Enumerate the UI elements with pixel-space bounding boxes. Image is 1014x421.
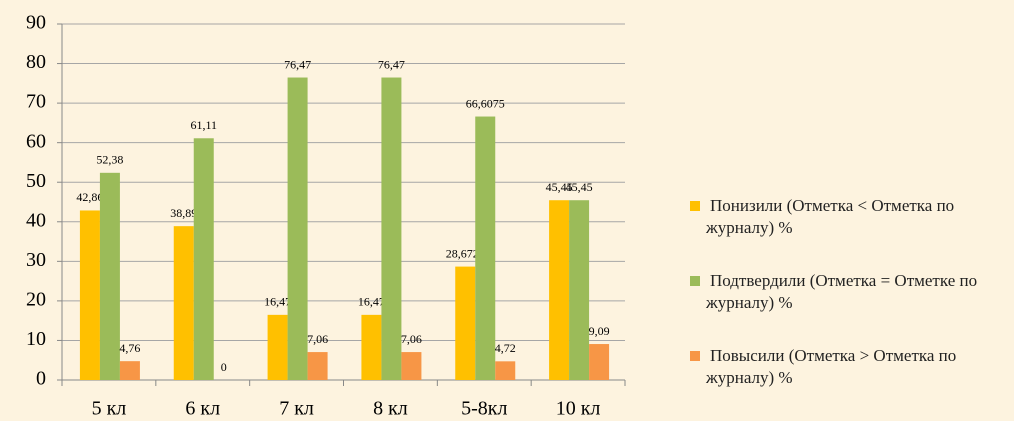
- bar: [173, 226, 194, 380]
- y-tick-label: 80: [26, 51, 46, 73]
- bar: [267, 314, 288, 380]
- data-label: 45,45: [566, 180, 593, 194]
- y-tick-label: 30: [26, 249, 46, 271]
- bar: [79, 210, 100, 380]
- y-tick-label: 40: [26, 209, 46, 231]
- bar: [193, 138, 214, 380]
- legend-swatch: [690, 201, 700, 211]
- x-tick-label: 10 кл: [556, 398, 601, 420]
- y-tick-label: 10: [26, 328, 46, 350]
- bar: [549, 200, 570, 380]
- x-tick-label: 5 кл: [92, 398, 127, 420]
- bar: [475, 116, 496, 380]
- y-tick-label: 20: [26, 288, 46, 310]
- bar: [381, 77, 402, 380]
- data-label: 28,6725: [446, 246, 485, 260]
- data-label: 7,06: [401, 332, 422, 346]
- bar: [495, 361, 516, 380]
- legend-label: Понизили (Отметка < Отметка по журналу) …: [706, 196, 955, 237]
- bar: [361, 314, 382, 380]
- bar: [287, 77, 308, 380]
- data-label: 52,38: [96, 153, 123, 167]
- y-tick-label: 0: [36, 368, 46, 390]
- data-label: 76,47: [378, 57, 405, 71]
- bar: [589, 344, 610, 380]
- legend-entry: Понизили (Отметка < Отметка по журналу) …: [680, 195, 1010, 239]
- data-label: 4,76: [119, 341, 140, 355]
- x-tick-label: 7 кл: [279, 398, 314, 420]
- data-label: 0: [221, 360, 227, 374]
- data-label: 76,47: [284, 57, 311, 71]
- x-tick-label: 8 кл: [373, 398, 408, 420]
- bar: [455, 266, 476, 380]
- bar: [99, 172, 120, 380]
- y-tick-label: 70: [26, 91, 46, 113]
- data-label: 7,06: [307, 332, 328, 346]
- legend-swatch: [690, 351, 700, 361]
- data-label: 4,72: [495, 341, 516, 355]
- legend-label: Подтвердили (Отметка = Отметке по журнал…: [706, 271, 978, 312]
- data-label: 66,6075: [466, 96, 505, 110]
- data-label: 16,47: [264, 295, 291, 309]
- legend-label: Повысили (Отметка > Отметка по журналу) …: [706, 346, 957, 387]
- legend-entry: Подтвердили (Отметка = Отметке по журнал…: [680, 270, 1010, 314]
- y-tick-label: 50: [26, 170, 46, 192]
- bar: [401, 352, 422, 380]
- data-label: 45,45: [546, 180, 573, 194]
- data-label: 9,09: [589, 324, 610, 338]
- y-tick-label: 90: [26, 12, 46, 34]
- bar: [569, 200, 590, 380]
- legend-entry: Повысили (Отметка > Отметка по журналу) …: [680, 345, 1010, 389]
- bar: [119, 361, 140, 380]
- data-label: 42,86: [76, 190, 103, 204]
- y-tick-label: 60: [26, 130, 46, 152]
- legend-swatch: [690, 276, 700, 286]
- bar: [307, 352, 328, 380]
- x-tick-label: 5-8кл: [461, 398, 507, 420]
- data-label: 61,11: [190, 118, 217, 132]
- x-tick-label: 6 кл: [185, 398, 220, 420]
- data-label: 38,89: [170, 206, 197, 220]
- data-label: 16,47: [358, 295, 385, 309]
